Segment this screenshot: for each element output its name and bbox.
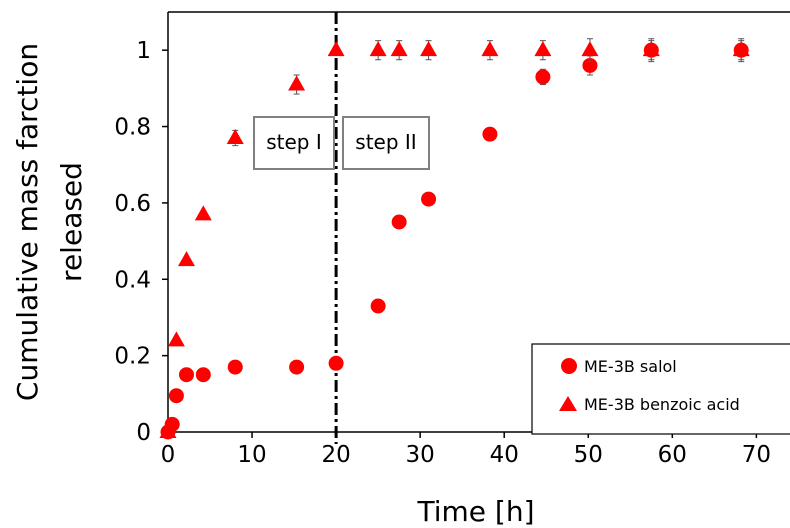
- y-tick-label: 0.8: [114, 115, 151, 141]
- salol-point: [370, 298, 386, 314]
- salol-point: [582, 57, 598, 73]
- salol-point: [482, 126, 498, 142]
- benzoic-acid-point: [226, 129, 244, 144]
- x-axis-title: Time [h]: [416, 495, 534, 528]
- salol-point: [421, 191, 437, 207]
- salol-point: [178, 367, 194, 383]
- y-tick-label: 1: [136, 38, 151, 64]
- benzoic-acid-point: [194, 205, 212, 221]
- benzoic-acid-point: [534, 41, 552, 57]
- salol-point: [328, 355, 344, 371]
- y-tick-label: 0.2: [114, 344, 151, 370]
- benzoic-acid-point: [420, 41, 438, 57]
- salol-point: [195, 367, 211, 383]
- step-i-label: step I: [266, 130, 322, 154]
- salol-point: [535, 69, 551, 85]
- x-tick-label: 70: [742, 442, 771, 468]
- axis-titles: Time [h] Cumulative mass farction releas…: [11, 43, 535, 528]
- x-tick-label: 20: [321, 442, 350, 468]
- plot-area: 00.20.40.60.810 10 20 30 40 50 60 70: [114, 11, 790, 468]
- y-tick-label: 0.6: [114, 191, 151, 217]
- data-marks: [159, 38, 750, 440]
- step-ii-box: step II: [342, 116, 430, 170]
- salol-point: [391, 214, 407, 230]
- benzoic-acid-point: [159, 423, 177, 438]
- benzoic-acid-point: [288, 75, 306, 91]
- y-axis-title-line1: Cumulative mass farction: [11, 43, 44, 401]
- x-tick-label: 30: [406, 442, 435, 468]
- x-tick-label: 60: [658, 442, 687, 468]
- salol-point: [289, 359, 305, 375]
- legend-salol-label: ME-3B salol: [584, 357, 677, 376]
- step-ii-label: step II: [355, 130, 416, 154]
- benzoic-acid-point: [177, 251, 195, 267]
- x-tick-label: 50: [574, 442, 603, 468]
- benzoic-acid-point: [390, 41, 408, 57]
- legend: ME-3B salol ME-3B benzoic acid: [531, 343, 790, 435]
- x-tick-label: 40: [490, 442, 519, 468]
- legend-salol-marker: [561, 358, 577, 374]
- benzoic-acid-point: [642, 41, 660, 57]
- benzoic-acid-point: [481, 41, 499, 57]
- y-tick-label: 0: [136, 420, 151, 446]
- y-axis-title-line2: released: [55, 162, 88, 282]
- x-tick-label: 10: [237, 442, 266, 468]
- benzoic-acid-point: [167, 331, 185, 347]
- legend-benzoic-marker: [559, 396, 577, 411]
- y-tick-label: 0.4: [114, 267, 151, 293]
- legend-benzoic-label: ME-3B benzoic acid: [584, 395, 740, 414]
- benzoic-acid-point: [732, 41, 750, 57]
- benzoic-acid-point: [327, 41, 345, 57]
- benzoic-acid-point: [581, 41, 599, 57]
- benzoic-acid-point: [369, 41, 387, 57]
- step-i-box: step I: [253, 116, 335, 170]
- salol-point: [168, 388, 184, 404]
- salol-point: [227, 359, 243, 375]
- x-tick-label: 0: [161, 442, 176, 468]
